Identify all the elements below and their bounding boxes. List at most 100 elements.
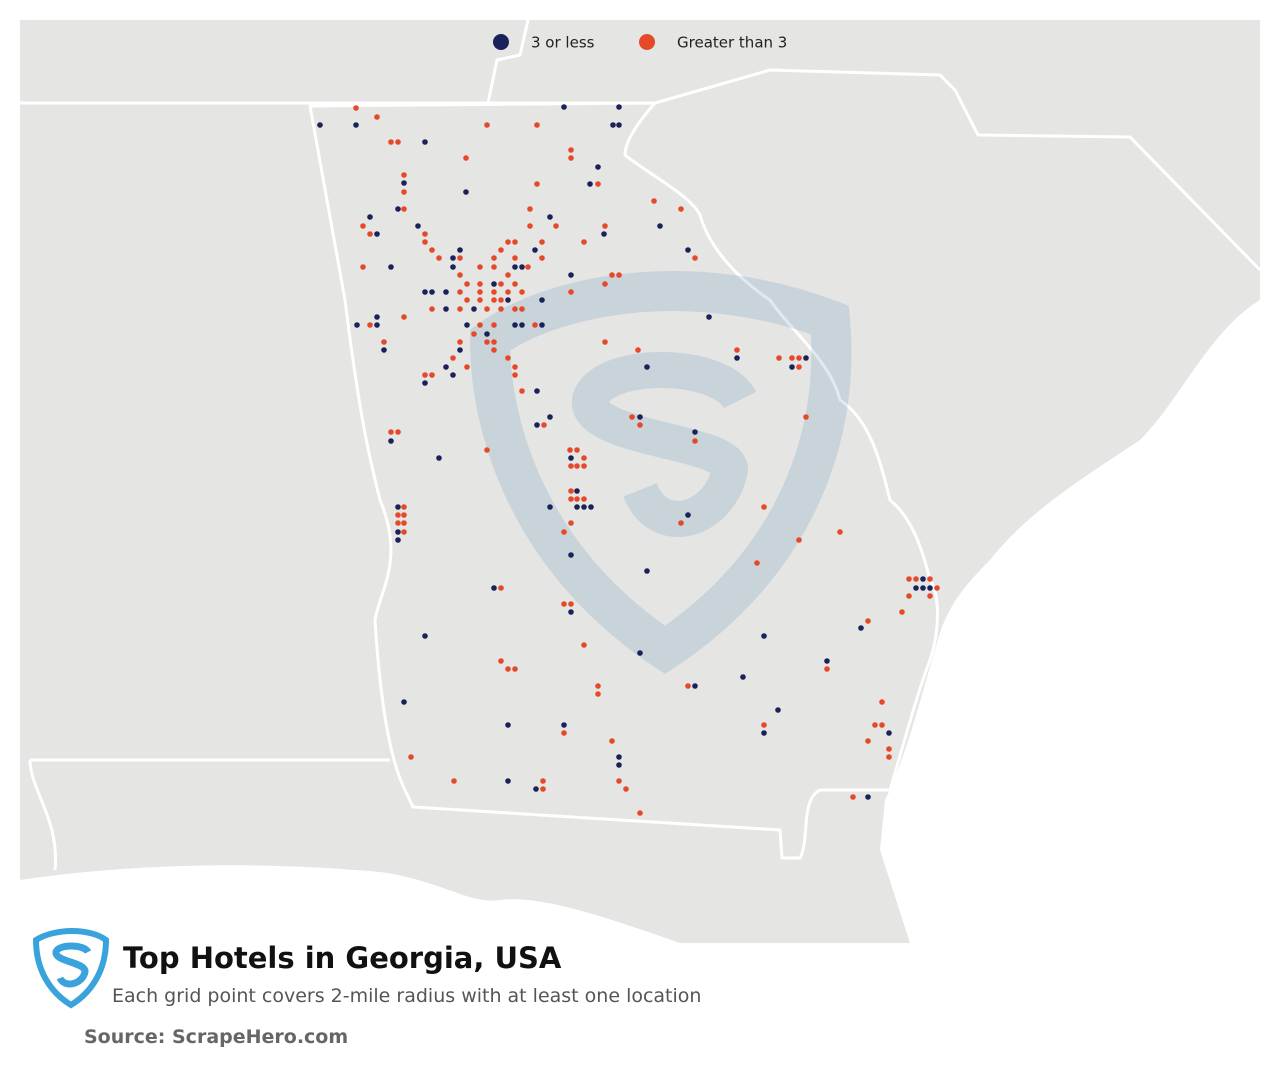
hotel-dot [803,414,809,420]
hotel-dot [353,105,359,111]
hotel-dot [776,355,782,361]
hotel-dot [865,738,871,744]
hotel-dot [374,231,380,237]
hotel-dot [491,322,497,328]
hotel-dot [388,429,394,435]
hotel-dot [395,512,401,518]
hotel-dot [395,504,401,510]
hotel-dot [616,778,622,784]
hotel-dot [610,122,616,128]
hotel-dot [761,730,767,736]
hotel-dot [464,322,470,328]
hotel-dot [568,272,574,278]
hotel-dot [789,355,795,361]
hotel-dot [824,666,830,672]
hotel-dot [422,139,428,145]
hotel-dot [635,347,641,353]
hotel-dot [457,272,463,278]
hotel-dot [477,289,483,295]
hotel-dot [906,576,912,582]
hotel-dot [886,754,892,760]
hotel-dot [512,666,518,672]
legend: 3 or less Greater than 3 [493,34,787,52]
hotel-dot [527,223,533,229]
hotel-dot [927,576,933,582]
hotel-dot [477,322,483,328]
hotel-dot [692,438,698,444]
hotel-dot [395,429,401,435]
hotel-dot [595,691,601,697]
hotel-dot [505,666,511,672]
hotel-dot [803,355,809,361]
hotel-dot [616,754,622,760]
hotel-dot [367,214,373,220]
hotel-dot [534,388,540,394]
hotel-dot [587,181,593,187]
hotel-dot [512,372,518,378]
hotel-dot [637,422,643,428]
hotel-dot [457,339,463,345]
hotel-dot [512,239,518,245]
hotel-dot [395,520,401,526]
hotel-dot [692,255,698,261]
hotel-dot [581,239,587,245]
hotel-dot [685,683,691,689]
hotel-dot [796,364,802,370]
hotel-dot [581,642,587,648]
hotel-dot [602,223,608,229]
hotel-dot [534,422,540,428]
hotel-dot [609,272,615,278]
hotel-dot [381,347,387,353]
watermark [469,271,852,675]
hotel-dot [568,463,574,469]
hotel-dot [422,231,428,237]
hotel-dot [491,347,497,353]
hotel-dot [450,372,456,378]
hotel-dot [519,388,525,394]
hotel-dot [395,206,401,212]
hotel-dot [872,722,878,728]
hotel-dot [408,754,414,760]
hotel-dot [775,707,781,713]
hotel-dot [561,730,567,736]
hotel-dot [395,139,401,145]
hotel-dot [471,331,477,337]
hotel-dot [837,529,843,535]
hotel-dot [401,206,407,212]
hotel-dot [457,306,463,312]
hotel-dot [532,247,538,253]
hotel-dot [450,255,456,261]
hotel-dot [491,339,497,345]
hotel-dot [920,585,926,591]
hotel-dot [484,447,490,453]
hotel-dot [539,322,545,328]
hotel-dot [429,372,435,378]
hotel-dot [498,297,504,303]
hotel-dot [505,297,511,303]
hotel-dot [450,264,456,270]
hotel-dot [567,447,573,453]
hotel-dot [401,520,407,526]
hotel-dot [374,322,380,328]
hotel-dot [401,512,407,518]
hotel-dot [367,231,373,237]
hotel-dot [401,314,407,320]
hotel-dot [491,255,497,261]
hotel-dot [353,122,359,128]
hotel-dot [568,488,574,494]
hotel-dot [637,810,643,816]
hotel-dot [706,314,712,320]
hotel-dot [539,255,545,261]
hotel-dot [512,306,518,312]
hotel-dot [692,683,698,689]
source: Source: ScrapeHero.com [84,1026,348,1048]
hotel-dot [533,786,539,792]
hotel-dot [401,189,407,195]
hotel-dot [477,297,483,303]
hotel-dot [360,223,366,229]
hotel-dot [374,314,380,320]
hotel-dot [539,297,545,303]
hotel-dot [422,239,428,245]
hotel-dot [568,496,574,502]
